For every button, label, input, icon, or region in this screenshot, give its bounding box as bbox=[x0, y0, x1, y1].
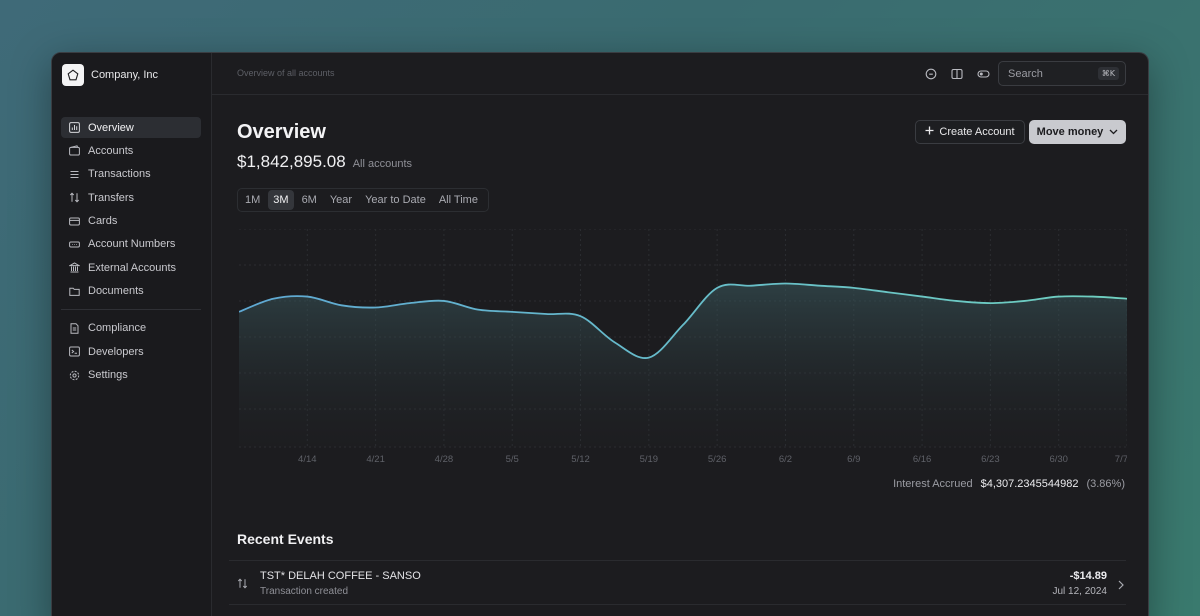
x-tick-label: 4/14 bbox=[298, 454, 317, 465]
document-icon bbox=[68, 322, 80, 334]
app-window: Company, Inc Overview Accounts Transacti… bbox=[51, 52, 1149, 616]
sidebar-item-developers[interactable]: Developers bbox=[61, 341, 201, 362]
move-money-label: Move money bbox=[1036, 126, 1104, 138]
sidebar-item-settings[interactable]: Settings bbox=[61, 365, 201, 386]
event-amount: -$14.89 bbox=[1069, 570, 1107, 582]
event-date: Jul 12, 2024 bbox=[1052, 586, 1108, 597]
x-tick-label: 5/26 bbox=[708, 454, 727, 465]
chart-series-line bbox=[239, 282, 1127, 359]
sidebar-item-label: Developers bbox=[88, 345, 144, 358]
x-tick-label: 6/30 bbox=[1049, 454, 1068, 465]
balance-amount: $1,842,895.08 bbox=[237, 152, 346, 171]
wallet-icon bbox=[68, 145, 80, 157]
sidebar-item-label: Account Numbers bbox=[88, 238, 176, 251]
balance-scope: All accounts bbox=[352, 158, 413, 170]
interest-accrued: Interest Accrued $4,307.2345544982 (3.86… bbox=[893, 478, 1125, 490]
event-subtitle: Transaction created bbox=[260, 586, 349, 597]
sidebar-divider bbox=[61, 308, 201, 310]
topbar: Overview of all accounts Search ⌘K bbox=[212, 53, 1148, 95]
x-tick-label: 5/19 bbox=[640, 454, 659, 465]
x-tick-label: 6/9 bbox=[847, 454, 860, 465]
recent-events-title: Recent Events bbox=[237, 531, 334, 547]
x-tick-label: 6/2 bbox=[779, 454, 792, 465]
sidebar-item-transfers[interactable]: Transfers bbox=[61, 187, 201, 208]
page-title: Overview bbox=[237, 121, 326, 143]
x-tick-label: 5/12 bbox=[571, 454, 590, 465]
create-account-label: Create Account bbox=[939, 126, 1015, 138]
chart-area bbox=[239, 283, 1127, 447]
sidebar-item-overview[interactable]: Overview bbox=[61, 117, 201, 138]
range-1m[interactable]: 1M bbox=[245, 194, 261, 206]
hash-icon bbox=[68, 238, 80, 250]
sidebar-item-account-numbers[interactable]: Account Numbers bbox=[61, 234, 201, 255]
sidebar-item-label: Documents bbox=[88, 285, 144, 298]
list-icon bbox=[68, 168, 80, 180]
sidebar-item-accounts[interactable]: Accounts bbox=[61, 140, 201, 161]
create-account-button[interactable]: Create Account bbox=[915, 120, 1025, 144]
main-content: Overview of all accounts Search ⌘K Overv… bbox=[212, 53, 1148, 616]
x-tick-label: 7/7 bbox=[1115, 454, 1127, 465]
range-all-time[interactable]: All Time bbox=[438, 194, 478, 206]
sidebar-item-label: Compliance bbox=[88, 322, 147, 335]
sidebar-item-cards[interactable]: Cards bbox=[61, 211, 201, 232]
sidebar-item-label: Overview bbox=[88, 121, 134, 134]
sidebar-item-label: Transactions bbox=[88, 168, 151, 181]
interest-percent: (3.86%) bbox=[1086, 478, 1125, 490]
brand-logo-icon bbox=[62, 64, 84, 86]
x-tick-label: 6/16 bbox=[913, 454, 932, 465]
chat-icon[interactable] bbox=[924, 67, 938, 81]
sidebar-item-external-accounts[interactable]: External Accounts bbox=[61, 257, 201, 278]
events-list: TST* DELAH COFFEE - SANSO Transaction cr… bbox=[229, 560, 1126, 605]
x-tick-label: 6/23 bbox=[981, 454, 1000, 465]
search-input[interactable]: Search ⌘K bbox=[998, 61, 1126, 86]
folder-icon bbox=[68, 285, 80, 297]
search-shortcut: ⌘K bbox=[1097, 67, 1119, 80]
interest-value: $4,307.2345544982 bbox=[980, 478, 1079, 490]
x-tick-label: 5/5 bbox=[506, 454, 519, 465]
arrows-updown-icon bbox=[237, 576, 248, 594]
arrows-updown-icon bbox=[68, 192, 80, 204]
interest-label: Interest Accrued bbox=[893, 478, 973, 490]
balance-chart: 4/14 4/21 4/28 5/5 5/12 5/19 5/26 6/2 6/9 6/16 6/2… bbox=[239, 229, 1127, 465]
sidebar-item-label: Transfers bbox=[88, 191, 135, 204]
brand-name: Company, Inc bbox=[91, 69, 159, 81]
sidebar-item-label: Accounts bbox=[88, 144, 134, 157]
toggle-icon[interactable] bbox=[976, 67, 990, 81]
sidebar-item-label: External Accounts bbox=[88, 261, 177, 274]
x-tick-label: 4/28 bbox=[435, 454, 454, 465]
book-icon[interactable] bbox=[950, 67, 964, 81]
range-3m[interactable]: 3M bbox=[268, 190, 294, 210]
topbar-icons bbox=[924, 67, 990, 81]
range-year-to-date[interactable]: Year to Date bbox=[365, 194, 426, 206]
move-money-button[interactable]: Move money bbox=[1029, 120, 1126, 144]
search-placeholder: Search bbox=[1008, 67, 1043, 80]
chart-icon bbox=[68, 122, 80, 134]
event-title: TST* DELAH COFFEE - SANSO bbox=[260, 570, 421, 582]
range-selector: 1M 3M 6M Year Year to Date All Time bbox=[237, 188, 489, 212]
terminal-icon bbox=[68, 346, 80, 358]
sidebar-item-label: Settings bbox=[88, 369, 128, 382]
x-tick-label: 4/21 bbox=[366, 454, 385, 465]
range-year[interactable]: Year bbox=[329, 194, 353, 206]
brand[interactable]: Company, Inc bbox=[62, 64, 158, 86]
chevron-right-icon[interactable] bbox=[1118, 577, 1124, 595]
sidebar-item-compliance[interactable]: Compliance bbox=[61, 318, 201, 339]
event-row[interactable]: TST* DELAH COFFEE - SANSO Transaction cr… bbox=[229, 561, 1126, 605]
breadcrumb: Overview of all accounts bbox=[237, 68, 335, 78]
balance: $1,842,895.08 All accounts bbox=[237, 152, 412, 172]
sidebar-item-label: Cards bbox=[88, 215, 118, 228]
sidebar-item-documents[interactable]: Documents bbox=[61, 281, 201, 302]
chevron-down-icon bbox=[1109, 126, 1118, 138]
sidebar: Company, Inc Overview Accounts Transacti… bbox=[52, 53, 212, 616]
bank-icon bbox=[68, 262, 80, 274]
gear-icon bbox=[68, 369, 80, 381]
sidebar-nav: Overview Accounts Transactions Transfers… bbox=[61, 117, 201, 388]
card-icon bbox=[68, 215, 80, 227]
sidebar-item-transactions[interactable]: Transactions bbox=[61, 164, 201, 185]
plus-icon bbox=[925, 126, 934, 138]
range-6m[interactable]: 6M bbox=[301, 194, 317, 206]
